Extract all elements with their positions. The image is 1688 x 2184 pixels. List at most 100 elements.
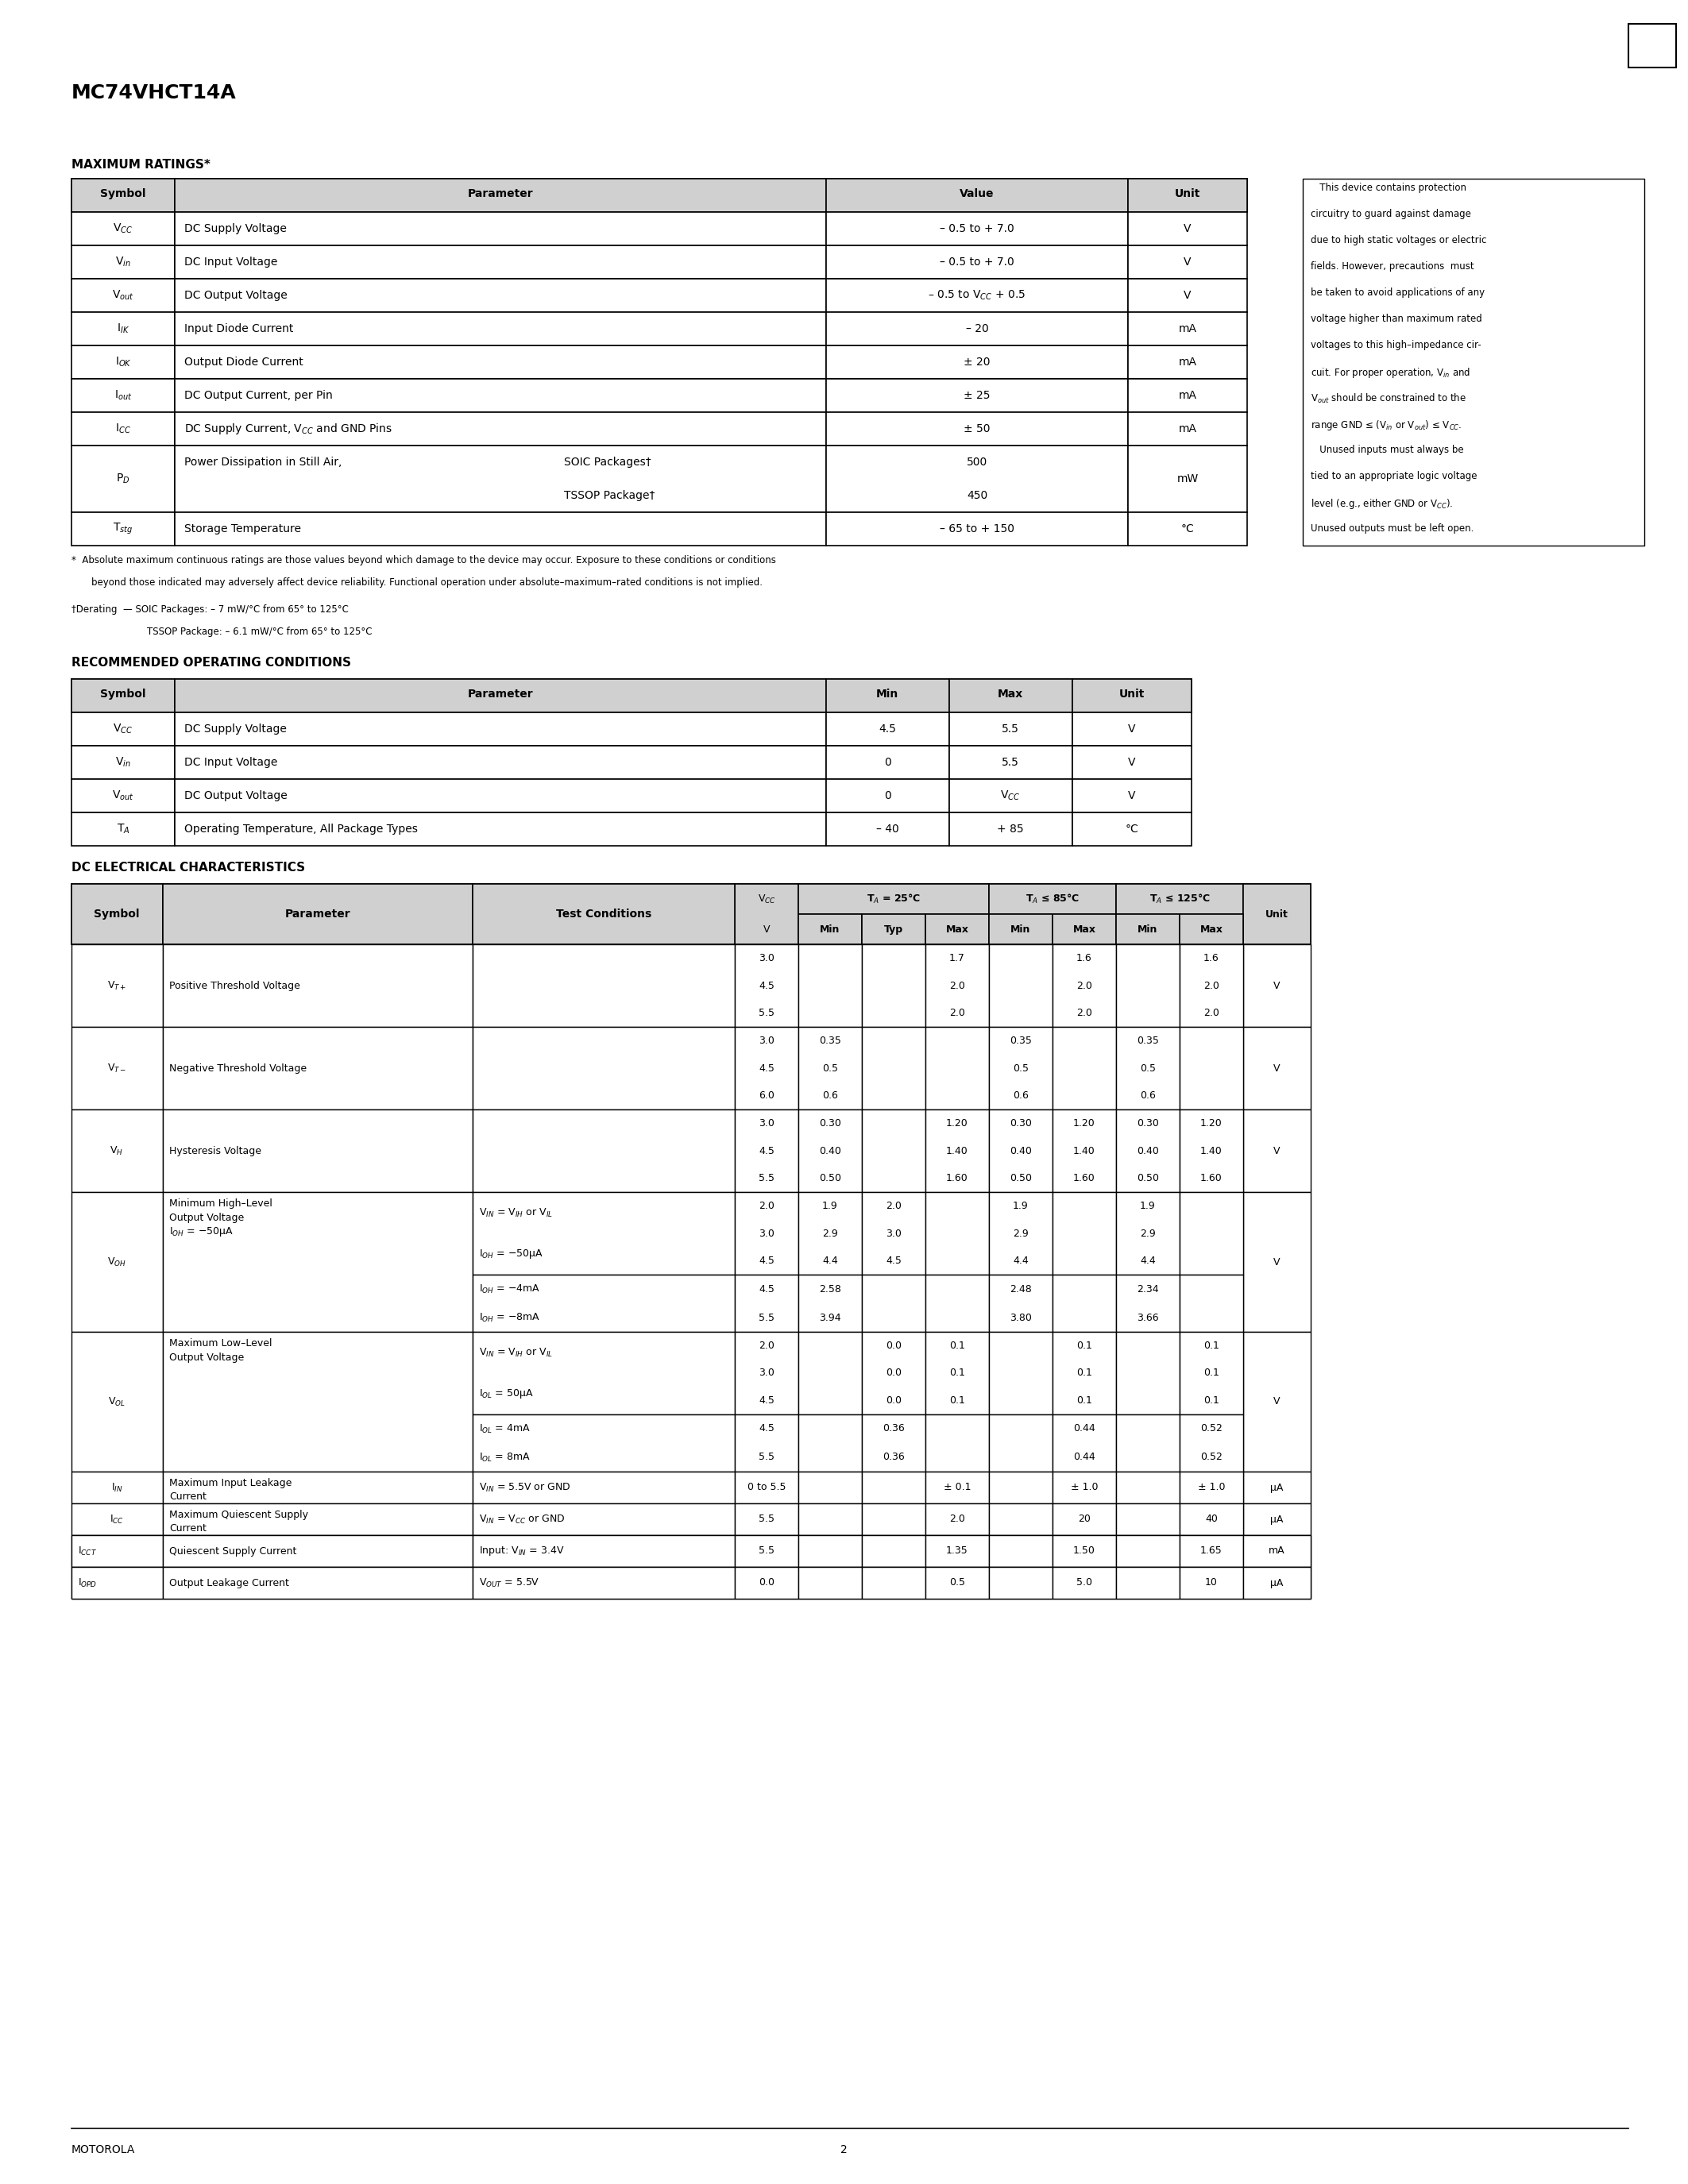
Text: 1.40: 1.40 xyxy=(1200,1147,1222,1155)
Text: 2.0: 2.0 xyxy=(758,1201,775,1210)
Text: 0.44: 0.44 xyxy=(1074,1452,1096,1463)
Text: 5.5: 5.5 xyxy=(758,1009,775,1018)
Text: mW: mW xyxy=(1177,474,1198,485)
Text: 0.0: 0.0 xyxy=(886,1341,901,1350)
Text: 2: 2 xyxy=(841,2145,847,2156)
Text: °C: °C xyxy=(1182,524,1193,535)
Bar xyxy=(71,679,1192,712)
Bar xyxy=(1242,1192,1310,1332)
Bar xyxy=(825,446,1128,513)
Text: Current: Current xyxy=(169,1492,206,1503)
Text: voltage higher than maximum rated: voltage higher than maximum rated xyxy=(1310,314,1482,323)
Bar xyxy=(925,1503,989,1535)
Text: V: V xyxy=(1273,1147,1280,1155)
Bar xyxy=(71,1332,162,1472)
Bar xyxy=(949,780,1072,812)
Text: 2.0: 2.0 xyxy=(949,1514,966,1524)
Bar xyxy=(176,679,825,712)
Bar xyxy=(734,1566,798,1599)
Text: *  Absolute maximum continuous ratings are those values beyond which damage to t: * Absolute maximum continuous ratings ar… xyxy=(71,555,776,566)
Bar xyxy=(925,1275,989,1332)
Text: DC Output Voltage: DC Output Voltage xyxy=(184,791,287,802)
Bar xyxy=(1180,1109,1242,1192)
Text: 2.48: 2.48 xyxy=(1009,1284,1031,1295)
Bar xyxy=(162,1535,473,1566)
Text: 2.0: 2.0 xyxy=(1204,1009,1219,1018)
Text: 0.1: 0.1 xyxy=(1204,1367,1219,1378)
Text: Input Diode Current: Input Diode Current xyxy=(184,323,294,334)
Bar xyxy=(825,378,1128,413)
Text: 1.60: 1.60 xyxy=(1200,1173,1222,1184)
Text: 1.7: 1.7 xyxy=(949,952,966,963)
Text: 2.58: 2.58 xyxy=(819,1284,841,1295)
Text: – 0.5 to + 7.0: – 0.5 to + 7.0 xyxy=(940,256,1014,269)
Text: 1.9: 1.9 xyxy=(1013,1201,1028,1210)
Text: V$_{CC}$: V$_{CC}$ xyxy=(113,223,133,236)
Bar xyxy=(925,915,989,943)
Bar xyxy=(949,812,1072,845)
Text: 0.40: 0.40 xyxy=(1136,1147,1160,1155)
Bar xyxy=(473,1415,734,1472)
Text: V$_{T−}$: V$_{T−}$ xyxy=(108,1061,127,1075)
Text: 1.20: 1.20 xyxy=(947,1118,969,1129)
Bar xyxy=(1128,280,1247,312)
Text: beyond those indicated may adversely affect device reliability. Functional opera: beyond those indicated may adversely aff… xyxy=(91,577,763,587)
Bar xyxy=(176,413,825,446)
Text: MC74VHCT14A: MC74VHCT14A xyxy=(71,83,236,103)
Bar xyxy=(1180,1566,1242,1599)
Text: V$_{IN}$ = 5.5V or GND: V$_{IN}$ = 5.5V or GND xyxy=(479,1481,571,1494)
Text: 4.5: 4.5 xyxy=(758,1256,775,1267)
Text: 0.5: 0.5 xyxy=(949,1577,966,1588)
Text: V$_{CC}$: V$_{CC}$ xyxy=(1001,788,1021,802)
Bar xyxy=(1128,378,1247,413)
Bar xyxy=(71,679,176,712)
Bar xyxy=(176,378,825,413)
Bar xyxy=(825,345,1128,378)
Bar xyxy=(1053,1275,1116,1332)
Bar xyxy=(1053,943,1116,1026)
Bar xyxy=(1128,513,1247,546)
Bar xyxy=(1053,915,1116,943)
Text: DC Input Voltage: DC Input Voltage xyxy=(184,758,277,769)
Text: 2.9: 2.9 xyxy=(1139,1227,1156,1238)
Text: Min: Min xyxy=(1138,924,1158,935)
Bar xyxy=(1242,943,1310,1026)
Text: 0.30: 0.30 xyxy=(1009,1118,1031,1129)
Text: Parameter: Parameter xyxy=(468,188,533,199)
Bar xyxy=(71,413,176,446)
Bar xyxy=(925,1472,989,1503)
Text: I$_{OH}$ = −8mA: I$_{OH}$ = −8mA xyxy=(479,1313,540,1324)
Text: MAXIMUM RATINGS*: MAXIMUM RATINGS* xyxy=(71,159,211,170)
Text: 3.94: 3.94 xyxy=(819,1313,841,1324)
Text: Negative Threshold Voltage: Negative Threshold Voltage xyxy=(169,1064,307,1072)
Text: Unit: Unit xyxy=(1119,688,1144,699)
Bar xyxy=(473,885,734,943)
Text: 1.65: 1.65 xyxy=(1200,1546,1222,1557)
Bar xyxy=(162,1192,473,1332)
Bar xyxy=(71,885,1310,943)
Bar xyxy=(1242,1332,1310,1472)
Text: Min: Min xyxy=(820,924,841,935)
Text: 0.6: 0.6 xyxy=(1013,1090,1028,1101)
Bar xyxy=(176,245,825,280)
Text: ± 1.0: ± 1.0 xyxy=(1070,1483,1097,1492)
Bar xyxy=(825,780,949,812)
Bar xyxy=(798,1503,863,1535)
Bar xyxy=(734,1535,798,1566)
Text: ± 1.0: ± 1.0 xyxy=(1198,1483,1225,1492)
Bar xyxy=(176,312,825,345)
Text: Max: Max xyxy=(1200,924,1222,935)
Text: 450: 450 xyxy=(967,489,987,500)
Text: 0.50: 0.50 xyxy=(819,1173,841,1184)
Text: Unit: Unit xyxy=(1175,188,1200,199)
Text: level (e.g., either GND or V$_{CC}$).: level (e.g., either GND or V$_{CC}$). xyxy=(1310,498,1453,511)
Text: Hysteresis Voltage: Hysteresis Voltage xyxy=(169,1147,262,1155)
Text: 0.52: 0.52 xyxy=(1200,1424,1222,1435)
Bar xyxy=(71,212,176,245)
Bar xyxy=(863,1275,925,1332)
Bar xyxy=(1128,446,1247,513)
Text: 0 to 5.5: 0 to 5.5 xyxy=(748,1483,787,1492)
Bar xyxy=(71,513,176,546)
Text: V$_H$: V$_H$ xyxy=(110,1144,123,1158)
Bar xyxy=(71,943,162,1026)
